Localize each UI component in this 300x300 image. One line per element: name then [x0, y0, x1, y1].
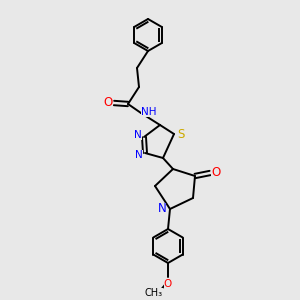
Text: S: S — [177, 128, 185, 140]
Text: O: O — [103, 97, 112, 110]
Text: O: O — [164, 279, 172, 289]
Text: N: N — [135, 150, 143, 160]
Text: NH: NH — [141, 107, 157, 117]
Text: O: O — [212, 167, 220, 179]
Text: N: N — [158, 202, 166, 215]
Text: CH₃: CH₃ — [145, 288, 163, 298]
Text: N: N — [134, 130, 142, 140]
